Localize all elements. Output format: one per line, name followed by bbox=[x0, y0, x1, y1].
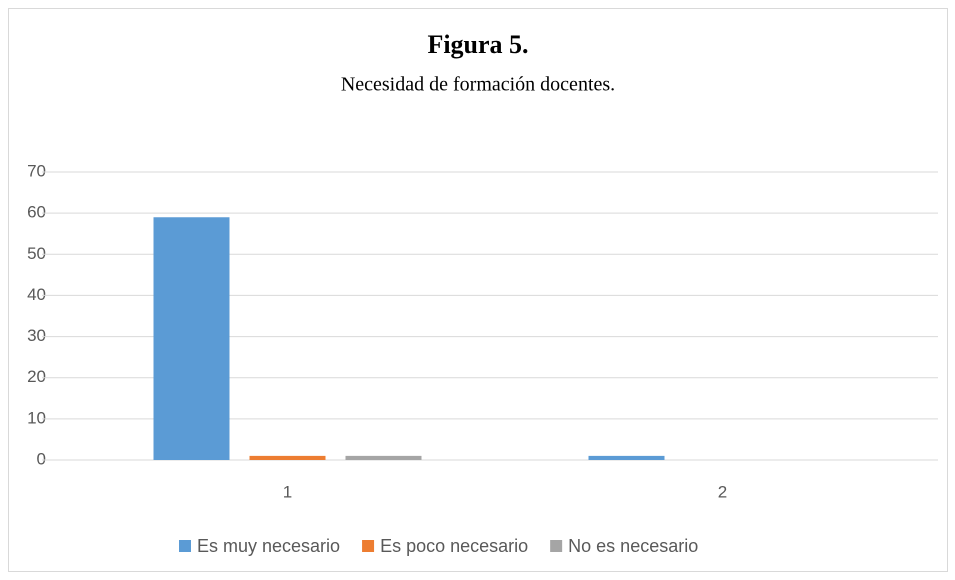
x-tick-label: 2 bbox=[718, 482, 727, 501]
legend-label: Es muy necesario bbox=[197, 536, 340, 556]
legend-label: No es necesario bbox=[568, 536, 698, 556]
y-tick-label: 10 bbox=[27, 408, 46, 427]
chart-title: Figura 5. bbox=[427, 30, 528, 59]
y-tick-label: 0 bbox=[37, 449, 46, 468]
y-tick-label: 20 bbox=[27, 367, 46, 386]
bar bbox=[249, 455, 326, 460]
y-tick-label: 40 bbox=[27, 285, 46, 304]
legend-swatch bbox=[179, 540, 191, 552]
y-tick-label: 50 bbox=[27, 244, 46, 263]
bar bbox=[588, 455, 665, 460]
chart-subtitle: Necesidad de formación docentes. bbox=[341, 74, 615, 96]
x-tick-label: 1 bbox=[283, 482, 292, 501]
legend-swatch bbox=[550, 540, 563, 552]
y-tick-label: 70 bbox=[27, 161, 46, 180]
bar bbox=[345, 455, 422, 460]
y-tick-label: 30 bbox=[27, 326, 46, 345]
bar bbox=[153, 217, 230, 460]
y-tick-label: 60 bbox=[27, 203, 46, 222]
legend-label: Es poco necesario bbox=[380, 536, 528, 556]
legend-swatch bbox=[362, 540, 375, 552]
